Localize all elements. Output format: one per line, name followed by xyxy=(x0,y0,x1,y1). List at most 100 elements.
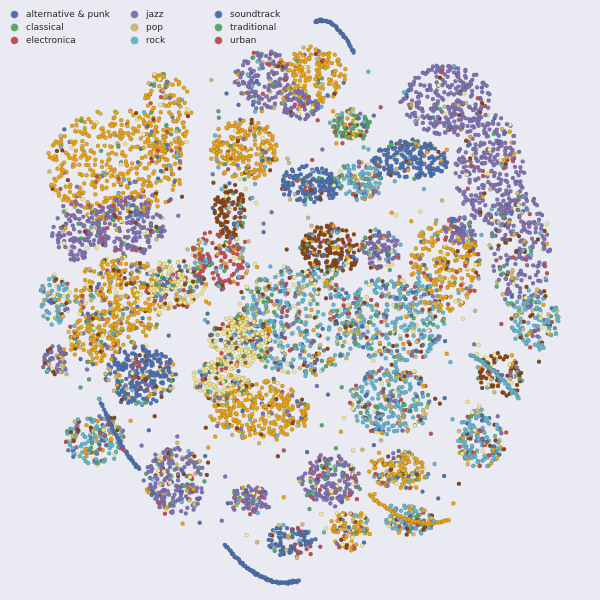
scatter-point xyxy=(426,239,431,245)
scatter-point xyxy=(175,260,181,265)
scatter-point xyxy=(451,102,456,107)
scatter-point xyxy=(182,282,188,287)
scatter-point xyxy=(368,303,374,309)
scatter-point xyxy=(150,229,156,235)
scatter-point xyxy=(78,186,83,191)
scatter-point xyxy=(314,56,320,62)
scatter-point xyxy=(426,348,431,353)
scatter-point xyxy=(104,216,109,221)
scatter-point xyxy=(308,343,313,349)
scatter-point xyxy=(102,143,107,148)
scatter-point xyxy=(313,47,318,52)
scatter-point xyxy=(113,295,118,301)
scatter-point xyxy=(185,107,190,112)
scatter-point xyxy=(131,340,136,345)
scatter-point xyxy=(88,120,94,125)
scatter-point xyxy=(135,268,140,273)
scatter-point xyxy=(472,288,477,293)
scatter-point xyxy=(542,289,547,294)
scatter-point xyxy=(374,327,379,332)
scatter-point xyxy=(274,143,279,149)
scatter-point xyxy=(521,223,526,228)
scatter-point xyxy=(157,310,162,316)
scatter-point xyxy=(95,143,101,149)
scatter-point xyxy=(522,170,527,175)
scatter-point xyxy=(137,115,142,120)
scatter-point xyxy=(269,143,274,149)
scatter-point xyxy=(331,245,336,250)
scatter-point xyxy=(529,236,535,241)
scatter-point xyxy=(406,291,411,296)
scatter-point xyxy=(418,145,424,151)
scatter-point xyxy=(153,269,158,274)
scatter-point xyxy=(174,297,179,303)
scatter-point xyxy=(109,123,114,129)
scatter-point xyxy=(250,341,255,346)
scatter-point xyxy=(317,94,323,99)
scatter-point xyxy=(471,199,476,204)
scatter-point xyxy=(104,178,110,184)
scatter-point xyxy=(485,90,491,96)
scatter-point xyxy=(213,339,218,344)
scatter-point xyxy=(65,177,71,183)
scatter-point xyxy=(346,314,351,319)
scatter-point xyxy=(103,243,108,248)
scatter-point xyxy=(284,313,289,319)
scatter-point xyxy=(69,145,74,151)
scatter-point xyxy=(72,163,77,168)
scatter-point xyxy=(240,248,245,254)
scatter-point xyxy=(162,139,168,144)
scatter-point xyxy=(327,316,333,322)
scatter-point xyxy=(527,211,532,217)
scatter-point xyxy=(410,300,415,305)
scatter-point xyxy=(453,161,458,166)
scatter-point xyxy=(60,197,66,203)
scatter-point xyxy=(173,161,178,166)
scatter-point xyxy=(518,335,524,340)
scatter-point xyxy=(551,308,556,313)
scatter-point xyxy=(78,203,84,208)
scatter-point xyxy=(486,98,491,103)
scatter-point xyxy=(498,181,503,186)
scatter-point xyxy=(340,237,345,242)
scatter-point xyxy=(299,82,304,88)
scatter-point xyxy=(468,156,473,161)
scatter-point xyxy=(496,277,502,283)
scatter-point xyxy=(63,150,68,155)
scatter-point xyxy=(57,235,62,240)
scatter-point xyxy=(260,139,266,145)
scatter-point xyxy=(377,171,383,176)
scatter-point xyxy=(314,290,320,295)
scatter-point xyxy=(101,200,106,205)
scatter-point xyxy=(463,67,468,73)
scatter-point xyxy=(332,52,337,57)
scatter-point xyxy=(121,177,127,183)
scatter-point xyxy=(476,186,481,191)
scatter-point xyxy=(100,266,106,271)
scatter-point xyxy=(170,187,175,192)
scatter-point xyxy=(94,245,99,251)
scatter-point xyxy=(526,220,532,225)
scatter-point xyxy=(313,51,318,57)
scatter-point xyxy=(416,100,421,106)
scatter-point xyxy=(191,266,196,271)
scatter-point xyxy=(476,123,481,128)
scatter-point xyxy=(169,127,174,132)
scatter-point xyxy=(442,80,448,85)
scatter-point xyxy=(310,168,315,173)
scatter-point xyxy=(242,59,247,64)
scatter-point xyxy=(251,99,256,104)
scatter-point xyxy=(260,136,265,141)
scatter-point xyxy=(327,187,333,192)
scatter-point xyxy=(84,141,89,147)
scatter-point xyxy=(485,171,491,177)
scatter-point xyxy=(235,314,240,319)
scatter-point xyxy=(135,129,141,134)
scatter-point xyxy=(154,212,159,217)
scatter-point xyxy=(332,91,337,96)
scatter-point xyxy=(99,159,105,164)
scatter-point xyxy=(455,186,460,191)
scatter-point xyxy=(54,148,60,154)
scatter-point xyxy=(77,229,82,235)
